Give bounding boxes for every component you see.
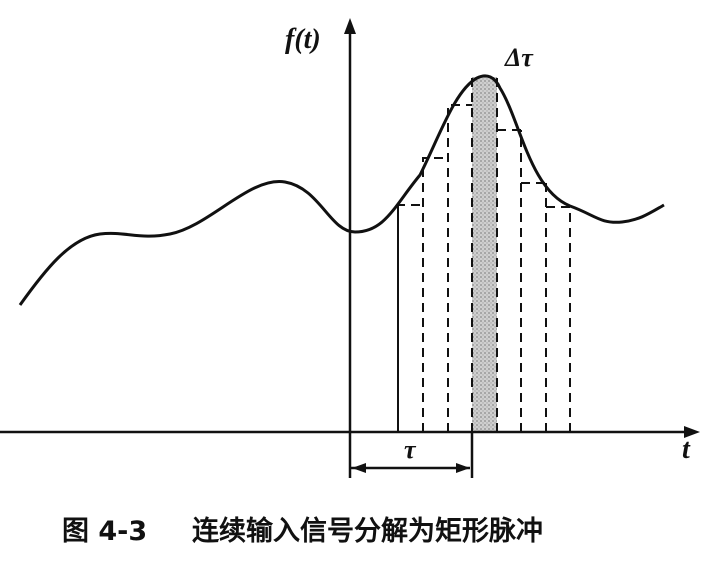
- x-axis-label: t: [682, 434, 691, 465]
- interval-label: τ: [404, 435, 417, 464]
- pulse-width-label: Δτ: [504, 43, 534, 72]
- shaded-pulse: [472, 77, 497, 432]
- axes: [0, 18, 700, 478]
- signal-curve: [18, 74, 665, 306]
- caption-number: 图 4-3: [62, 516, 147, 547]
- y-axis-label: f(t): [285, 24, 321, 55]
- caption-text: 连续输入信号分解为矩形脉冲: [192, 515, 543, 547]
